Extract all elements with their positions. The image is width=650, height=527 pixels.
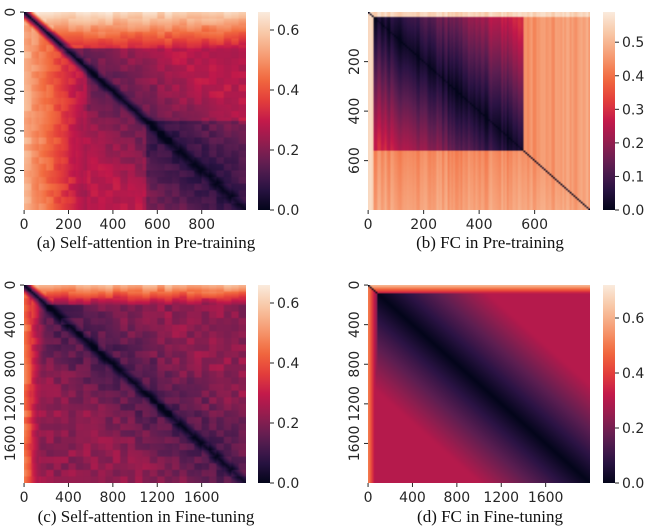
panel-c: 0 400 800 1200 1600 0 400 800 1200 1600 0.0 0.2 0.4 0… xyxy=(3,281,299,526)
colorbar-tick-label: 0.4 xyxy=(277,83,299,99)
x-tick-label: 0 xyxy=(20,490,29,506)
y-tick-label: 400 xyxy=(347,98,363,125)
colorbar-tick-label: 0.3 xyxy=(622,102,644,118)
colorbar-tick-label: 0.6 xyxy=(622,311,644,327)
colorbar xyxy=(258,12,270,210)
colorbar-tick-label: 0.6 xyxy=(277,23,299,39)
x-tick-label: 1600 xyxy=(184,490,220,506)
x-tick-label: 400 xyxy=(399,490,426,506)
y-tick-label: 200 xyxy=(347,48,363,75)
panel-a: 0 200 400 600 800 0 200 400 600 800 0.0 0.2 0.4 0.6 (a… xyxy=(3,8,299,252)
x-tick-label: 1200 xyxy=(483,490,519,506)
colorbar-tick-label: 0.4 xyxy=(622,69,644,85)
colorbar-tick-label: 0.2 xyxy=(277,416,299,432)
x-tick-label: 400 xyxy=(100,217,127,233)
x-tick-label: 400 xyxy=(55,490,82,506)
panel-caption: (b) FC in Pre-training xyxy=(416,233,564,252)
y-tick-label: 0 xyxy=(3,8,19,17)
y-tick-label: 800 xyxy=(347,351,363,378)
panel-caption: (c) Self-attention in Fine-tuning xyxy=(38,507,255,526)
colorbar-tick-label: 0.4 xyxy=(622,366,644,382)
x-tick-label: 200 xyxy=(55,217,82,233)
colorbar xyxy=(603,285,615,483)
colorbar-tick-label: 0.0 xyxy=(277,476,299,492)
colorbar-tick-label: 0.6 xyxy=(277,296,299,312)
y-tick-label: 1600 xyxy=(3,426,19,462)
colorbar-tick-label: 0.1 xyxy=(622,169,644,185)
x-tick-label: 600 xyxy=(144,217,171,233)
y-tick-label: 1200 xyxy=(347,386,363,422)
x-tick-label: 1200 xyxy=(139,490,175,506)
y-tick-label: 200 xyxy=(3,38,19,65)
panel-caption: (d) FC in Fine-tuning xyxy=(417,507,563,526)
y-tick-label: 600 xyxy=(347,147,363,174)
y-tick-label: 1600 xyxy=(347,426,363,462)
x-tick-label: 0 xyxy=(364,490,373,506)
x-tick-label: 200 xyxy=(410,217,437,233)
x-tick-label: 1600 xyxy=(528,490,564,506)
y-tick-label: 400 xyxy=(3,311,19,338)
heatmap-cells xyxy=(368,285,590,483)
panel-b: 0 200 400 600 200 400 600 0.0 0.1 0.2 0.3 0.4 0.5 (b)… xyxy=(347,12,644,252)
y-tick-label: 800 xyxy=(3,351,19,378)
colorbar-tick-label: 0.5 xyxy=(622,35,644,51)
x-tick-label: 800 xyxy=(99,490,126,506)
colorbar xyxy=(258,285,270,483)
y-tick-label: 600 xyxy=(3,118,19,145)
x-tick-label: 800 xyxy=(443,490,470,506)
y-tick-label: 800 xyxy=(3,157,19,184)
y-tick-label: 0 xyxy=(347,281,363,290)
y-tick-label: 1200 xyxy=(3,386,19,422)
colorbar-tick-label: 0.0 xyxy=(622,203,644,219)
x-tick-label: 400 xyxy=(466,217,493,233)
x-tick-label: 0 xyxy=(364,217,373,233)
colorbar-tick-label: 0.0 xyxy=(622,476,644,492)
colorbar-tick-label: 0.2 xyxy=(277,143,299,159)
colorbar-tick-label: 0.2 xyxy=(622,421,644,437)
y-tick-label: 0 xyxy=(3,281,19,290)
colorbar xyxy=(603,12,615,210)
x-tick-label: 0 xyxy=(20,217,29,233)
x-tick-label: 600 xyxy=(521,217,548,233)
panel-d: 0 400 800 1200 1600 0 400 800 1200 1600 0.0 0.2 0.4 0… xyxy=(347,281,644,526)
heatmap-cells xyxy=(24,12,246,210)
colorbar-tick-label: 0.2 xyxy=(622,136,644,152)
heatmap-cells xyxy=(368,12,590,210)
heatmap-cells xyxy=(24,285,246,483)
y-tick-label: 400 xyxy=(3,78,19,105)
colorbar-tick-label: 0.4 xyxy=(277,356,299,372)
y-tick-label: 400 xyxy=(347,311,363,338)
panel-caption: (a) Self-attention in Pre-training xyxy=(37,233,256,252)
x-tick-label: 800 xyxy=(188,217,215,233)
colorbar-tick-label: 0.0 xyxy=(277,203,299,219)
